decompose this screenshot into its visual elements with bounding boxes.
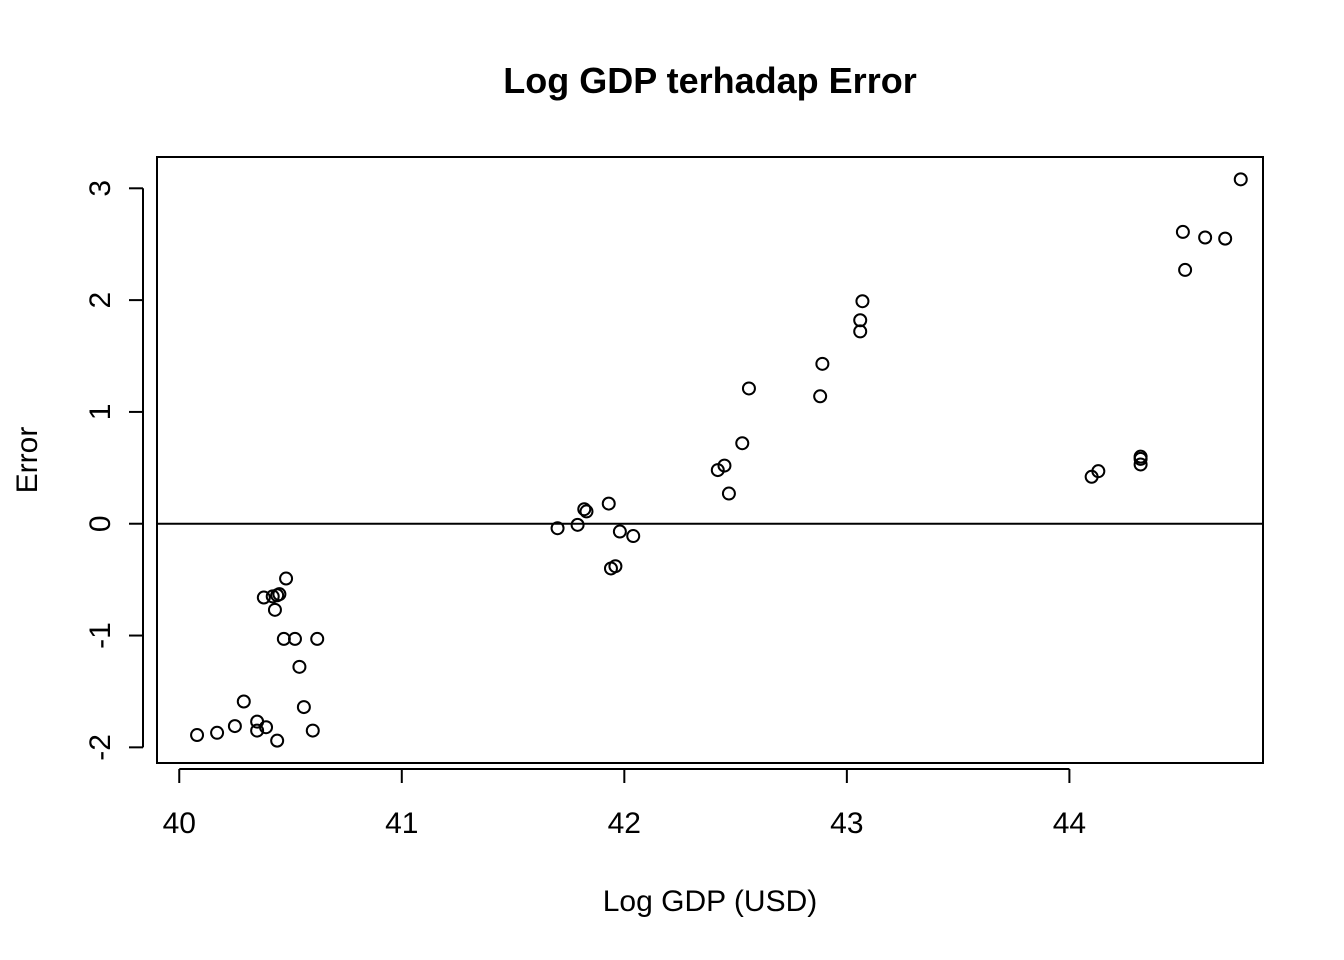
y-tick-label: -1: [84, 622, 117, 649]
data-point: [1198, 230, 1213, 245]
data-points: [190, 172, 1248, 748]
data-point: [287, 631, 302, 646]
data-point: [579, 504, 594, 519]
data-point: [236, 694, 251, 709]
data-point: [608, 559, 623, 574]
data-point: [735, 436, 750, 451]
data-point: [250, 723, 265, 738]
x-tick-label: 40: [163, 807, 196, 840]
x-tick-label: 44: [1053, 807, 1086, 840]
data-point: [1233, 172, 1248, 187]
data-point: [855, 294, 870, 309]
x-axis-label: Log GDP (USD): [603, 885, 818, 918]
data-point: [1091, 464, 1106, 479]
y-tick-label: 1: [84, 404, 117, 421]
y-tick-label: 2: [84, 292, 117, 309]
data-point: [550, 521, 565, 536]
data-point: [741, 381, 756, 396]
data-point: [227, 719, 242, 734]
data-point: [601, 496, 616, 511]
data-point: [256, 590, 271, 605]
data-point: [1218, 231, 1233, 246]
data-point: [815, 356, 830, 371]
chart-title: Log GDP terhadap Error: [503, 60, 916, 101]
x-tick-label: 41: [385, 807, 418, 840]
data-point: [577, 502, 592, 517]
y-tick-label: 3: [84, 180, 117, 197]
data-point: [279, 571, 294, 586]
data-point: [612, 524, 627, 539]
data-point: [272, 587, 287, 602]
data-point: [292, 659, 307, 674]
data-point: [296, 700, 311, 715]
data-point: [310, 631, 325, 646]
plot-frame: [156, 156, 1264, 764]
data-point: [721, 486, 736, 501]
data-point: [190, 728, 205, 743]
data-point: [267, 602, 282, 617]
data-point: [1175, 224, 1190, 239]
data-point: [259, 720, 274, 735]
data-point: [210, 725, 225, 740]
data-point: [626, 529, 641, 544]
data-point: [1133, 457, 1148, 472]
data-point: [813, 389, 828, 404]
data-point: [1178, 262, 1193, 277]
data-point: [1133, 449, 1148, 464]
x-tick-label: 43: [830, 807, 863, 840]
data-point: [717, 458, 732, 473]
data-point: [270, 733, 285, 748]
y-axis: -2 -1 0 1 2 3: [84, 180, 144, 761]
y-tick-label: -2: [84, 734, 117, 761]
y-axis-label: Error: [11, 427, 44, 494]
data-point: [853, 313, 868, 328]
x-axis: 40 41 42 43 44: [163, 768, 1086, 840]
data-point: [305, 723, 320, 738]
y-tick-label: 0: [84, 515, 117, 532]
data-point: [570, 517, 585, 532]
x-tick-label: 42: [608, 807, 641, 840]
